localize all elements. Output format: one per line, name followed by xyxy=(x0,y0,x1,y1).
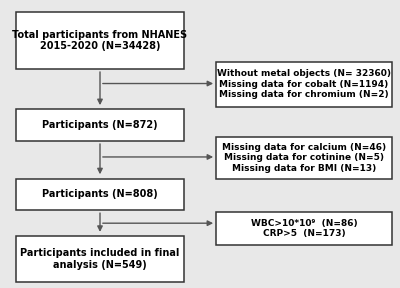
FancyBboxPatch shape xyxy=(16,12,184,69)
FancyBboxPatch shape xyxy=(216,62,392,107)
Text: WBC>10*10⁹  (N=86)
CRP>5  (N=173): WBC>10*10⁹ (N=86) CRP>5 (N=173) xyxy=(251,219,357,238)
Text: Participants (N=808): Participants (N=808) xyxy=(42,190,158,199)
Text: Participants (N=872): Participants (N=872) xyxy=(42,120,158,130)
Text: Participants included in final
analysis (N=549): Participants included in final analysis … xyxy=(20,248,180,270)
FancyBboxPatch shape xyxy=(16,179,184,210)
FancyBboxPatch shape xyxy=(216,137,392,179)
FancyBboxPatch shape xyxy=(216,212,392,245)
Text: Without metal objects (N= 32360)
Missing data for cobalt (N=1194)
Missing data f: Without metal objects (N= 32360) Missing… xyxy=(217,69,391,99)
FancyBboxPatch shape xyxy=(16,109,184,141)
Text: Missing data for calcium (N=46)
Missing data for cotinine (N=5)
Missing data for: Missing data for calcium (N=46) Missing … xyxy=(222,143,386,173)
FancyBboxPatch shape xyxy=(16,236,184,282)
Text: Total participants from NHANES
2015-2020 (N=34428): Total participants from NHANES 2015-2020… xyxy=(12,30,188,51)
